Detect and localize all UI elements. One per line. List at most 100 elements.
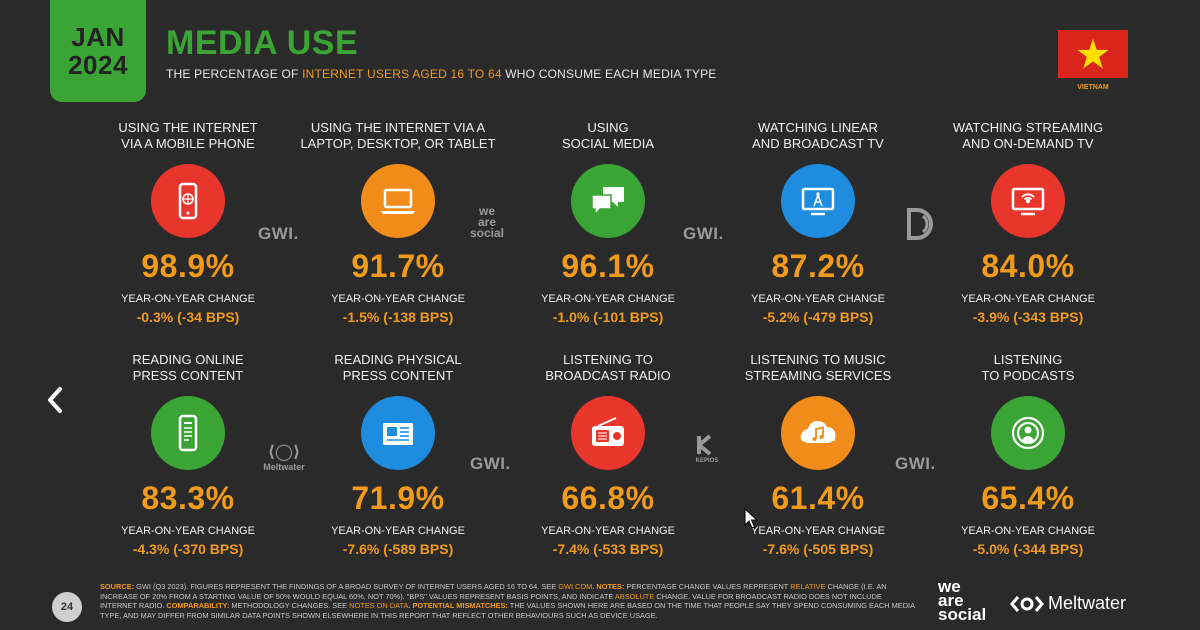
metric-value: 61.4% (771, 480, 865, 516)
meltwater-watermark-icon: ⟨◯⟩ (267, 444, 301, 461)
date-month: JAN (71, 22, 125, 52)
yoy-label: YEAR-ON-YEAR CHANGE (331, 293, 465, 305)
metric-label-line1: WATCHING LINEAR (758, 120, 878, 135)
yoy-change: -7.6% (-505 BPS) (762, 541, 874, 557)
datareportal-logo-icon (903, 206, 939, 247)
metric-value: 65.4% (981, 480, 1075, 516)
mobile-phone-icon (151, 164, 225, 238)
yoy-change: -5.2% (-479 BPS) (762, 309, 874, 325)
metric-label: USING THE INTERNET VIA A LAPTOP, DESKTOP,… (293, 120, 503, 154)
metric-label-line2: PRESS CONTENT (132, 368, 244, 383)
we-are-social-watermark: we are social (470, 204, 505, 240)
comparability-label: COMPARABILITY: (166, 601, 230, 611)
metric-label-line2: PRESS CONTENT (342, 368, 454, 383)
streaming-tv-icon (991, 164, 1065, 238)
media-metric-card: READING PHYSICAL PRESS CONTENT 71.9% YEAR-O… (293, 352, 503, 557)
gwi-watermark: GWI. (683, 224, 724, 243)
meltwater-watermark-text: Meltwater (263, 462, 305, 472)
metric-label: READING ONLINE PRESS CONTENT (83, 352, 293, 386)
metric-label: LISTENING TO PODCASTS (923, 352, 1133, 386)
page-number: 24 (52, 592, 82, 622)
broadcast-tv-icon (781, 164, 855, 238)
mouse-cursor-icon (744, 508, 758, 529)
watermark-social: social (470, 226, 505, 240)
yoy-change: -0.3% (-34 BPS) (136, 309, 240, 325)
yoy-label: YEAR-ON-YEAR CHANGE (751, 293, 885, 305)
media-metric-card: USING SOCIAL MEDIA 96.1% YEAR-ON-YEAR CHANG… (503, 120, 713, 325)
page-subtitle: THE PERCENTAGE OF INTERNET USERS AGED 16… (166, 67, 716, 81)
meltwater-watermark: ⟨◯⟩ Meltwater (254, 442, 314, 472)
notes-label: . NOTES: (592, 582, 625, 591)
media-metric-card: LISTENING TO MUSIC STREAMING SERVICES 61.4… (713, 352, 923, 557)
yoy-change: -5.0% (-344 BPS) (972, 541, 1084, 557)
metric-label-line2: SOCIAL MEDIA (562, 136, 654, 151)
metric-label-line2: STREAMING SERVICES (744, 368, 892, 383)
podcast-icon (991, 396, 1065, 470)
metric-value: 96.1% (561, 248, 655, 284)
we-are-social-logo: we are social (938, 577, 986, 623)
meltwater-logo-icon (1010, 595, 1044, 612)
yoy-change: -1.5% (-138 BPS) (342, 309, 454, 325)
mobile-article-icon (151, 396, 225, 470)
metric-label: READING PHYSICAL PRESS CONTENT (293, 352, 503, 386)
gwi-watermark: GWI. (470, 454, 511, 473)
date-badge: JAN 2024 (50, 0, 146, 102)
metric-label: USING THE INTERNET VIA A MOBILE PHONE (83, 120, 293, 154)
media-metric-card: WATCHING LINEAR AND BROADCAST TV 87.2% YEAR… (713, 120, 923, 325)
laptop-icon (361, 164, 435, 238)
mismatch-text: THE VALUES SHOWN HERE ARE BASED ON THE T… (100, 601, 915, 620)
metric-label: LISTENING TO MUSIC STREAMING SERVICES (713, 352, 923, 386)
metric-label-line1: USING THE INTERNET (118, 120, 258, 135)
metric-value: 98.9% (141, 248, 235, 284)
metric-label-line1: LISTENING TO MUSIC (750, 352, 886, 367)
gwi-watermark: GWI. (258, 224, 299, 243)
metric-label-line2: AND ON-DEMAND TV (962, 136, 1094, 151)
notes-text: CHANGE. VALUE FOR BROADCAST RADIO DOES N… (100, 591, 882, 611)
metric-label: WATCHING LINEAR AND BROADCAST TV (713, 120, 923, 154)
yoy-label: YEAR-ON-YEAR CHANGE (331, 525, 465, 537)
relative-link[interactable]: RELATIVE (790, 582, 826, 591)
media-metric-card: READING ONLINE PRESS CONTENT 83.3% YEAR-ON-… (83, 352, 293, 557)
country-label: VIETNAM (1077, 84, 1109, 91)
watermark-we: we (479, 204, 496, 218)
metric-label-line2: TO PODCASTS (981, 368, 1075, 383)
source-text: GWI (Q3 2023). FIGURES REPRESENT THE FIN… (134, 582, 559, 591)
metric-label-line1: USING (587, 120, 629, 135)
absolute-link[interactable]: ABSOLUTE (614, 591, 655, 601)
date-year: 2024 (68, 50, 128, 80)
yoy-label: YEAR-ON-YEAR CHANGE (961, 293, 1095, 305)
source-label: SOURCE: (100, 582, 135, 591)
metric-label-line1: LISTENING TO (563, 352, 653, 367)
metric-label-line1: LISTENING (993, 352, 1063, 367)
media-metric-card: WATCHING STREAMING AND ON-DEMAND TV 84.0% Y… (923, 120, 1133, 325)
metric-label: USING SOCIAL MEDIA (503, 120, 713, 154)
yoy-label: YEAR-ON-YEAR CHANGE (961, 525, 1095, 537)
chevron-left-icon (48, 387, 62, 413)
metric-label: LISTENING TO BROADCAST RADIO (503, 352, 713, 386)
metric-label-line1: READING PHYSICAL (334, 352, 462, 367)
yoy-change: -7.4% (-533 BPS) (552, 541, 664, 557)
yoy-change: -3.9% (-343 BPS) (972, 309, 1084, 325)
metric-value: 71.9% (351, 480, 445, 516)
yoy-change: -7.6% (-589 BPS) (342, 541, 454, 557)
chat-bubbles-icon (571, 164, 645, 238)
source-link[interactable]: GWI.COM (558, 582, 593, 591)
yoy-label: YEAR-ON-YEAR CHANGE (541, 525, 675, 537)
subtitle-highlight: INTERNET USERS AGED 16 TO 64 (302, 67, 502, 81)
cloud-music-icon (781, 396, 855, 470)
yoy-label: YEAR-ON-YEAR CHANGE (541, 293, 675, 305)
metric-label-line2: AND BROADCAST TV (752, 136, 884, 151)
yoy-change: -1.0% (-101 BPS) (552, 309, 664, 325)
media-metric-card: USING THE INTERNET VIA A MOBILE PHONE 98.9… (83, 120, 293, 325)
page-title: MEDIA USE (166, 24, 359, 62)
media-metric-card: USING THE INTERNET VIA A LAPTOP, DESKTOP,… (293, 120, 503, 325)
metric-label: WATCHING STREAMING AND ON-DEMAND TV (923, 120, 1133, 154)
radio-icon (571, 396, 645, 470)
notes-on-data-link[interactable]: NOTES ON DATA (349, 601, 409, 611)
metric-label-line2: VIA A MOBILE PHONE (121, 136, 255, 151)
footer-notes: SOURCE: GWI (Q3 2023). FIGURES REPRESENT… (100, 582, 920, 620)
metric-label-line2: BROADCAST RADIO (545, 368, 671, 383)
brand-we: we (938, 577, 961, 596)
previous-slide-button[interactable] (40, 380, 70, 420)
